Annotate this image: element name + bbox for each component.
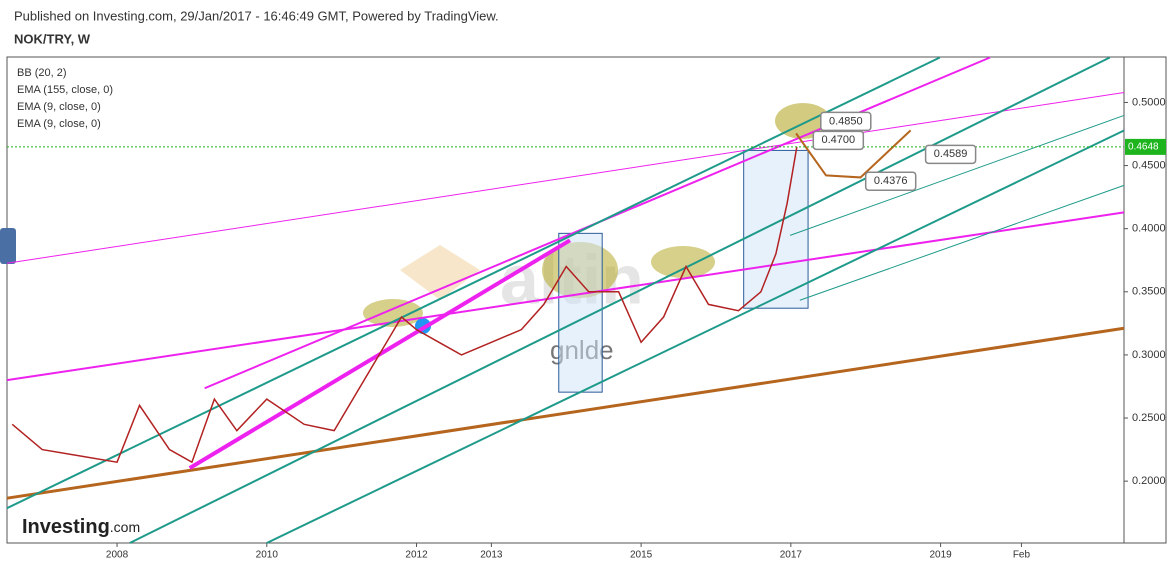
x-tick-label: 2010 [256, 550, 279, 561]
trend-line [6, 56, 941, 510]
y-tick-label: 0.2500 [1132, 412, 1166, 424]
x-tick-label: 2017 [780, 550, 803, 561]
symbol: NOK/TRY, W [14, 31, 91, 46]
x-tick-label: 2019 [929, 550, 952, 561]
x-tick-label: 2012 [405, 550, 428, 561]
logo: Investing.com [22, 516, 140, 538]
trend-line [795, 129, 912, 179]
y-tick-label: 0.5000 [1132, 96, 1166, 108]
legend: BB (20, 2) EMA (155, close, 0) EMA (9, c… [17, 67, 113, 130]
last-price-tag [1125, 138, 1166, 155]
indicator: EMA (9, close, 0) [17, 101, 101, 113]
trend-line [6, 326, 1125, 500]
price-note-label: 0.4850 [829, 115, 863, 127]
price-note [864, 171, 917, 191]
price-note [924, 144, 977, 165]
x-tick-label: 2015 [630, 550, 653, 561]
range-box [743, 149, 809, 309]
indicator: EMA (155, close, 0) [17, 84, 113, 96]
indicator: EMA (9, close, 0) [17, 118, 101, 130]
x-tick-label: 2013 [480, 550, 503, 561]
price-note-label: 0.4700 [821, 134, 855, 146]
price-line [11, 146, 798, 464]
trend-line [789, 114, 1125, 236]
price-note [812, 130, 865, 151]
price-note-label: 0.4589 [934, 148, 968, 160]
y-tick-label: 0.4000 [1132, 223, 1166, 235]
indicator: BB (20, 2) [17, 67, 67, 79]
side-tab[interactable] [0, 228, 16, 264]
trend-line [129, 56, 1111, 544]
price-axis [1123, 56, 1167, 544]
trend-line [6, 91, 1125, 264]
y-tick-label: 0.3500 [1132, 286, 1166, 298]
price-note [820, 111, 872, 132]
published-line: Published on Investing.com, 29/Jan/2017 … [14, 8, 499, 23]
y-tick-label: 0.4500 [1132, 159, 1166, 171]
price-note-label: 0.4376 [874, 175, 908, 187]
y-tick-label: 0.2000 [1132, 475, 1166, 487]
x-tick-label: Feb [1013, 550, 1031, 561]
trend-line [266, 129, 1125, 544]
y-tick-label: 0.3000 [1132, 349, 1166, 361]
trend-line [799, 184, 1125, 301]
x-tick-label: 2008 [106, 550, 129, 561]
trend-line [6, 211, 1125, 382]
last-price-label: 0.4648 [1128, 142, 1159, 153]
